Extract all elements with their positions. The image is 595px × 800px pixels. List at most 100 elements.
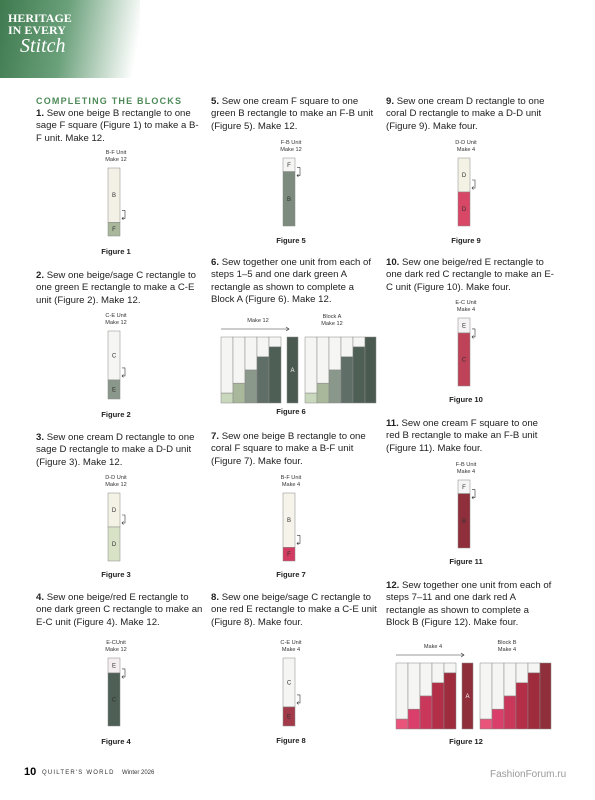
unit-diagram: EC [457,317,476,387]
piece [503,695,517,730]
figure-caption: Figure 2 [101,410,131,419]
step-body: Sew one beige/red E rectangle to one dar… [386,257,554,293]
step-body: Sew one cream D rectangle to one coral D… [386,96,545,132]
unit-count: Make 4 [456,307,476,313]
piece [527,662,541,674]
piece-label: D [462,207,467,213]
unit-label: B-F Unit [280,475,302,481]
piece [419,695,433,730]
piece-label: C [112,697,117,703]
figure-caption: Figure 6 [276,407,306,416]
piece [515,682,529,730]
unit-label: C-E Unit [280,640,302,646]
piece-label: A [290,368,294,374]
logo-line: HERITAGE [8,11,72,25]
figure-caption: Figure 4 [101,737,131,746]
step-body: Sew one beige B rectangle to one coral F… [211,431,366,467]
logo: HERITAGE IN EVERY Stitch [8,12,72,56]
piece [515,662,529,684]
unit-count: Make 12 [105,157,127,163]
step-number: 6. [211,257,220,268]
step-text: 12. Sew together one unit from each of s… [386,580,554,629]
piece-label: C [112,353,117,359]
step-number: 8. [211,592,220,603]
step-text: 11. Sew one cream F square to one red B … [386,418,554,455]
piece [316,336,330,384]
step-number: 4. [36,592,45,603]
figure-label: Make 12 [321,321,343,327]
piece-label: B [287,197,291,203]
piece [107,222,121,237]
piece [282,171,296,227]
piece [220,336,234,394]
step-number: 7. [211,431,220,442]
piece [443,662,457,674]
unit-count: Make 4 [281,647,301,653]
step-number: 12. [386,580,400,591]
piece [479,662,493,720]
unit-count: Make 4 [456,147,476,153]
magazine-name: QUILTER'S WORLD [42,770,115,776]
unit-label: E-C Unit [455,300,477,306]
piece-label: D [112,542,117,548]
unit-diagram: BF [107,167,126,237]
press-arrow [121,367,126,378]
step-text: 6. Sew together one unit from each of st… [211,257,379,306]
step-text: 2. Sew one beige/sage C rectangle to one… [36,270,204,307]
step-body: Sew one cream D rectangle to one sage D … [36,432,195,468]
piece [407,662,421,710]
step-body: Sew one beige B rectangle to one sage F … [36,108,199,144]
piece [395,718,409,730]
piece-label: C [462,357,467,363]
press-arrow [296,167,301,178]
piece [431,682,445,730]
step-number: 5. [211,96,220,107]
step-text: 1. Sew one beige B rectangle to one sage… [36,108,204,145]
figure-label: Make 4 [423,644,443,650]
unit-label: C-E Unit [105,313,127,319]
unit-label: B-F Unit [105,150,127,156]
unit-label: F-B Unit [280,140,302,146]
piece [244,369,258,404]
piece [328,369,342,404]
press-arrow [121,668,126,679]
piece [352,346,366,404]
press-arrow [121,514,126,525]
make-arrow [396,652,465,658]
piece [244,336,258,371]
step-body: Sew one cream F square to one red B rect… [386,418,539,454]
piece [340,336,354,358]
figure-caption: Figure 5 [276,236,306,245]
logo-background [0,0,140,78]
figure-caption: Figure 11 [449,557,483,566]
make-arrow [221,326,290,332]
press-arrow [471,489,476,500]
press-arrow [296,694,301,705]
press-arrow [121,210,126,221]
piece [256,336,270,358]
unit-count: Make 4 [281,482,301,488]
section-title: COMPLETING THE BLOCKS [36,96,183,106]
step-body: Sew together one unit from each of steps… [211,257,372,305]
issue: Winter 2026 [122,770,155,776]
unit-diagram: CE [282,657,301,727]
unit-diagram: EC [107,657,126,727]
unit-label: E-CUnit [106,640,126,646]
piece-label: A [465,694,469,700]
piece [286,336,299,404]
piece [479,718,493,730]
piece-label: B [112,193,116,199]
piece [407,708,421,730]
unit-count: Make 12 [105,482,127,488]
step-number: 9. [386,96,395,107]
piece-label: F [287,552,291,558]
piece [419,662,433,697]
piece-label: B [287,518,291,524]
piece [220,392,234,404]
piece-label: D [462,173,467,179]
piece [304,336,318,394]
piece [539,662,552,730]
step-body: Sew one beige/sage C rectangle to one re… [211,592,377,628]
unit-diagram: BF [282,492,301,562]
figure-caption: Figure 8 [276,736,306,745]
